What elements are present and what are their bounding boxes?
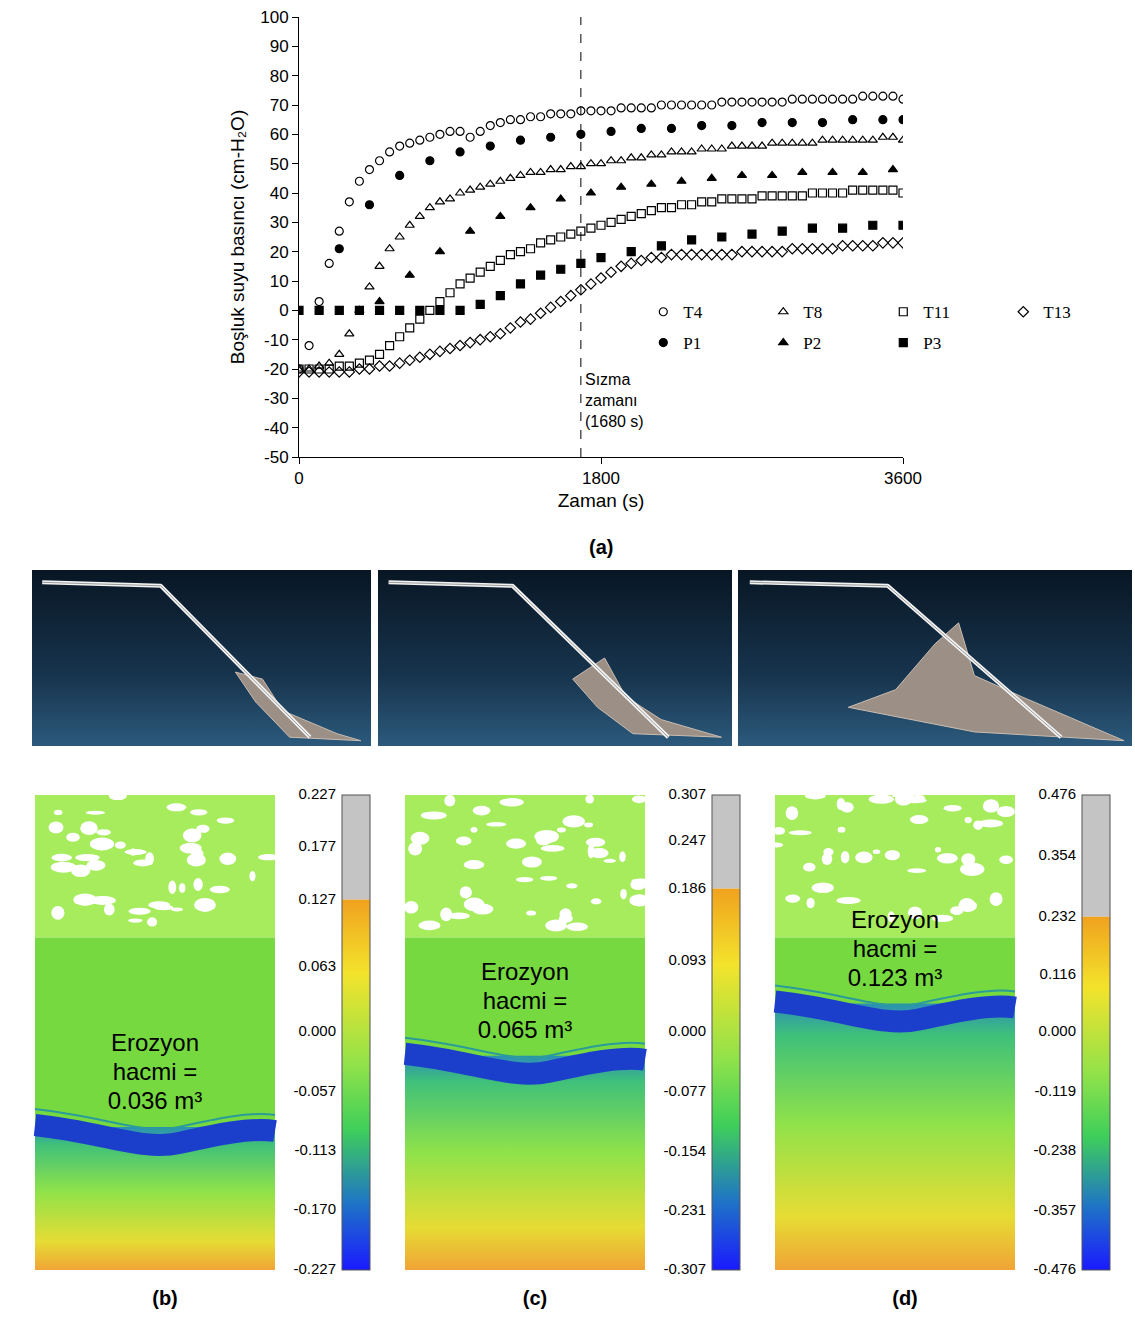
svg-text:-0.238: -0.238 xyxy=(1033,1141,1076,1158)
svg-text:0: 0 xyxy=(279,301,288,320)
svg-text:-0.113: -0.113 xyxy=(295,1141,336,1158)
svg-text:80: 80 xyxy=(270,67,289,86)
svg-text:0.177: 0.177 xyxy=(298,837,336,854)
svg-text:30: 30 xyxy=(270,213,289,232)
svg-text:(a): (a) xyxy=(589,536,613,558)
svg-text:-0.057: -0.057 xyxy=(293,1082,336,1099)
svg-text:-0.227: -0.227 xyxy=(293,1260,336,1277)
svg-text:0.307: 0.307 xyxy=(668,785,706,802)
svg-text:40: 40 xyxy=(270,184,289,203)
svg-text:-0.170: -0.170 xyxy=(293,1200,336,1217)
svg-text:1800: 1800 xyxy=(582,469,620,488)
svg-text:0.065 m³: 0.065 m³ xyxy=(478,1016,573,1043)
svg-text:Boşluk suyu basıncı (cm-H₂O): Boşluk suyu basıncı (cm-H₂O) xyxy=(227,110,248,364)
svg-text:T13: T13 xyxy=(1043,303,1070,322)
svg-text:Sızmazamanı(1680 s): Sızmazamanı(1680 s) xyxy=(585,371,644,430)
svg-text:0.232: 0.232 xyxy=(1038,907,1076,924)
svg-text:T4: T4 xyxy=(683,303,702,322)
svg-text:Zaman (s): Zaman (s) xyxy=(558,490,645,511)
svg-text:Erozyon: Erozyon xyxy=(851,906,939,933)
svg-text:0.000: 0.000 xyxy=(298,1022,336,1039)
svg-text:0.476: 0.476 xyxy=(1038,785,1076,802)
svg-text:50: 50 xyxy=(270,155,289,174)
svg-text:3600: 3600 xyxy=(884,469,922,488)
svg-text:0.247: 0.247 xyxy=(668,831,706,848)
svg-text:Erozyon: Erozyon xyxy=(111,1029,199,1056)
svg-text:70: 70 xyxy=(270,96,289,115)
svg-text:-10: -10 xyxy=(264,331,289,350)
svg-text:-0.307: -0.307 xyxy=(663,1260,706,1277)
svg-text:T11: T11 xyxy=(923,303,950,322)
svg-text:-0.077: -0.077 xyxy=(663,1082,706,1099)
svg-text:0: 0 xyxy=(294,469,303,488)
svg-text:hacmi =: hacmi = xyxy=(483,987,568,1014)
svg-text:0.186: 0.186 xyxy=(668,879,706,896)
svg-text:hacmi =: hacmi = xyxy=(853,935,938,962)
svg-text:(d): (d) xyxy=(892,1287,918,1309)
svg-text:0.000: 0.000 xyxy=(668,1022,706,1039)
svg-text:-30: -30 xyxy=(264,389,289,408)
svg-text:90: 90 xyxy=(270,37,289,56)
svg-text:-20: -20 xyxy=(264,360,289,379)
svg-text:-50: -50 xyxy=(264,448,289,467)
svg-text:-0.119: -0.119 xyxy=(1035,1082,1076,1099)
svg-text:hacmi =: hacmi = xyxy=(113,1058,198,1085)
svg-text:(b): (b) xyxy=(152,1287,178,1309)
svg-text:-0.231: -0.231 xyxy=(663,1201,706,1218)
svg-text:P1: P1 xyxy=(683,334,701,353)
svg-text:0.063: 0.063 xyxy=(298,957,336,974)
svg-text:0.000: 0.000 xyxy=(1038,1022,1076,1039)
svg-text:20: 20 xyxy=(270,243,289,262)
svg-text:10: 10 xyxy=(270,272,289,291)
svg-text:60: 60 xyxy=(270,125,289,144)
svg-text:-0.476: -0.476 xyxy=(1033,1260,1076,1277)
svg-text:T8: T8 xyxy=(803,303,822,322)
svg-text:100: 100 xyxy=(260,8,288,27)
svg-text:-40: -40 xyxy=(264,419,289,438)
svg-text:-0.154: -0.154 xyxy=(663,1142,706,1159)
svg-text:0.227: 0.227 xyxy=(298,785,336,802)
svg-text:0.093: 0.093 xyxy=(668,951,706,968)
svg-text:0.116: 0.116 xyxy=(1040,965,1076,982)
svg-text:0.036 m³: 0.036 m³ xyxy=(108,1087,203,1114)
svg-text:Erozyon: Erozyon xyxy=(481,958,569,985)
svg-text:0.354: 0.354 xyxy=(1038,846,1076,863)
svg-text:-0.357: -0.357 xyxy=(1033,1201,1076,1218)
svg-text:P2: P2 xyxy=(803,334,821,353)
svg-text:(c): (c) xyxy=(523,1287,547,1309)
svg-text:0.127: 0.127 xyxy=(298,890,336,907)
svg-text:P3: P3 xyxy=(923,334,941,353)
svg-text:0.123 m³: 0.123 m³ xyxy=(848,964,943,991)
